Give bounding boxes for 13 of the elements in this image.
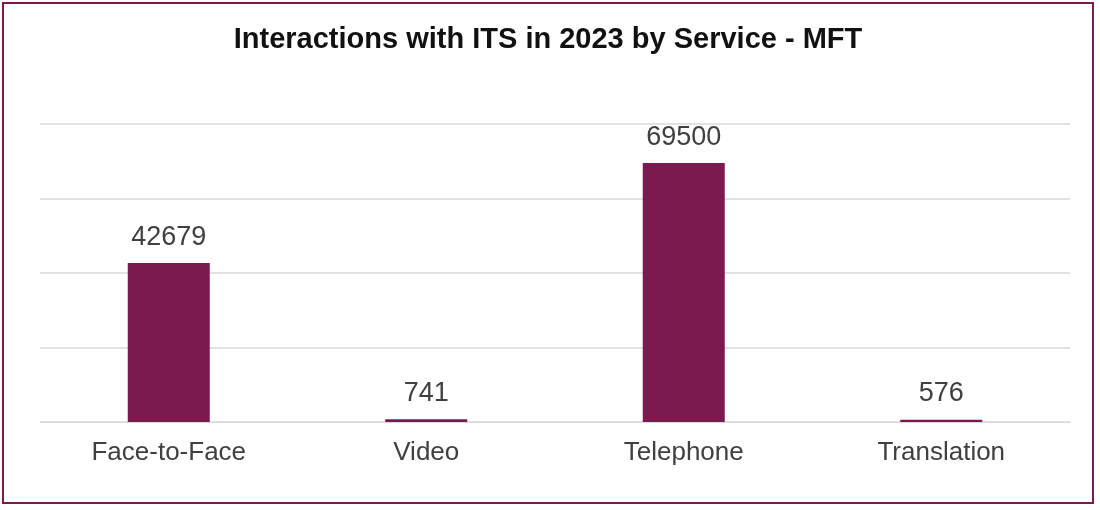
bar xyxy=(900,419,983,422)
data-label: 69500 xyxy=(646,120,722,151)
bar xyxy=(127,263,210,422)
data-label: 576 xyxy=(918,377,964,408)
data-label: 741 xyxy=(403,376,449,407)
data-label: 42679 xyxy=(131,220,207,251)
chart-title: Interactions with ITS in 2023 by Service - MFT xyxy=(233,21,863,54)
x-tick-label: Face-to-Face xyxy=(91,436,247,466)
bar xyxy=(385,419,468,422)
x-tick-label: Video xyxy=(393,436,460,466)
x-tick-label: Telephone xyxy=(623,436,744,466)
x-tick-label: Translation xyxy=(877,436,1006,466)
bar xyxy=(642,163,725,422)
